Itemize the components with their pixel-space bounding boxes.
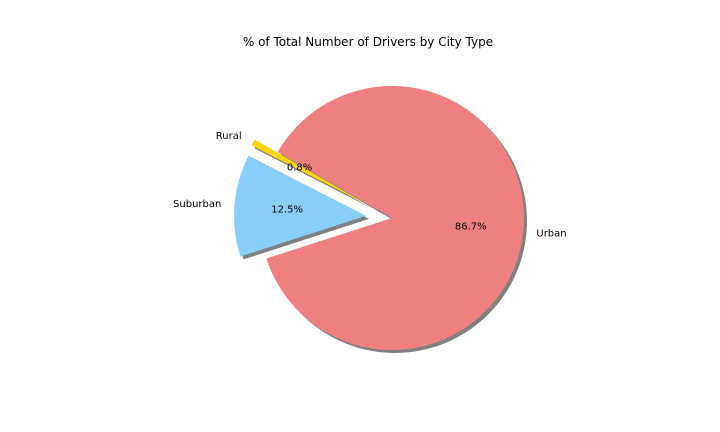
slice-label-suburban: Suburban	[173, 199, 221, 210]
slice-label-urban: Urban	[536, 228, 566, 239]
pie-slice-suburban	[234, 155, 367, 257]
slice-label-rural: Rural	[216, 131, 242, 142]
pie-slice-urban	[266, 86, 524, 350]
pie-labels: Rural 0.8% Suburban 12.5% Urban 86.7%	[173, 131, 567, 239]
slice-percent-rural: 0.8%	[287, 163, 312, 174]
pie-slice-rural	[251, 139, 370, 206]
slice-percent-urban: 86.7%	[455, 221, 487, 232]
pie-slices	[234, 86, 524, 350]
slice-percent-suburban: 12.5%	[271, 205, 303, 216]
chart-title: % of Total Number of Drivers by City Typ…	[243, 35, 493, 49]
